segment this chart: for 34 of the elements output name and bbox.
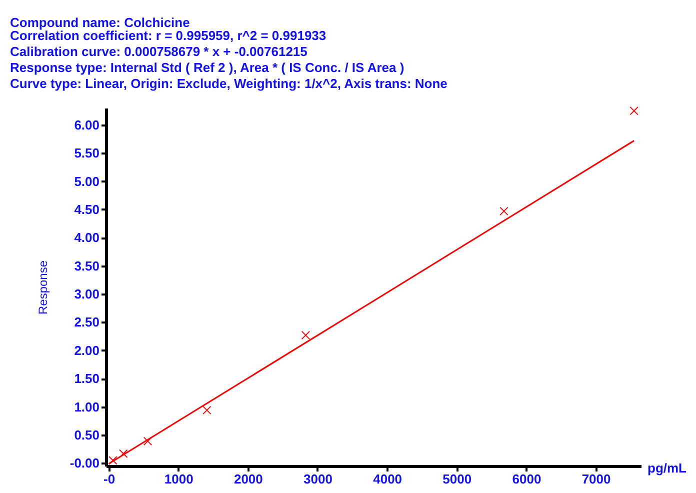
point <box>119 449 128 458</box>
x-tick-label: 4000 <box>373 472 402 486</box>
x-tick-label: 5000 <box>442 472 472 486</box>
y-tick-label: 5.00 <box>74 174 100 189</box>
y-tick-label: 4.50 <box>74 202 100 217</box>
point <box>202 406 212 415</box>
y-tick-label: 1.00 <box>74 399 100 414</box>
x-tick-label: 3000 <box>304 472 332 486</box>
x-tick-label: 6000 <box>512 472 542 486</box>
y-tick-label: -0.00 <box>70 456 100 471</box>
point <box>500 206 508 216</box>
x-tick-label: 7000 <box>582 472 611 486</box>
y-tick-label: 5.50 <box>74 146 100 161</box>
y-tick-label: 6.00 <box>74 117 100 132</box>
text: Calibration curve: 0.000758679 * x + -0.00761215 <box>10 44 308 59</box>
chart-title: Compound name: Colchicine <box>10 14 190 30</box>
text: Curve type: Linear, Origin: Exclude, Weighting: 1/x^2, Axis trans: None <box>10 76 448 91</box>
text: Response type: Internal Std ( Ref 2 ), Area * ( IS Conc. / IS Area ) <box>10 60 404 75</box>
y-tick-label: 3.00 <box>74 286 100 302</box>
y-tick-label: 2.00 <box>74 342 100 358</box>
y-tick-label: 0.50 <box>74 427 100 442</box>
point <box>630 106 638 116</box>
y-tick-label: 4.00 <box>74 230 100 246</box>
y-tick-label: 2.50 <box>74 314 100 330</box>
point <box>301 330 310 340</box>
y-tick-label: 3.50 <box>74 258 100 274</box>
x-tick-label: 2000 <box>234 472 263 486</box>
x-tick-label: -0 <box>104 472 116 486</box>
x-tick-label: 1000 <box>164 472 194 486</box>
y-axis-title: Response <box>36 260 50 315</box>
point <box>108 456 118 465</box>
x-axis-title: pg/mL <box>648 460 687 476</box>
point <box>143 436 152 446</box>
y-tick-label: 1.50 <box>74 371 100 386</box>
